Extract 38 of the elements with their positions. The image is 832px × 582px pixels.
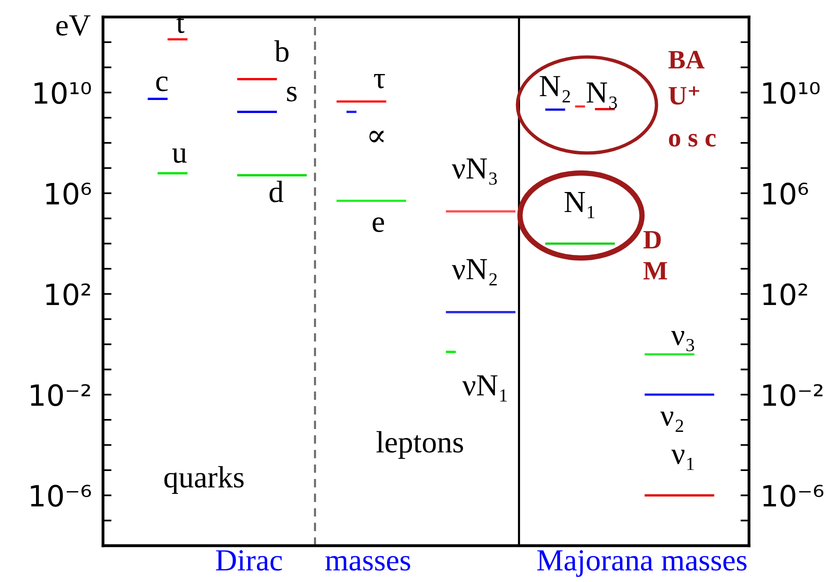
annotation: quarks [164,466,244,494]
series-label: c [156,76,168,92]
series-label: νN₃ [452,158,497,185]
annotation: o s c [669,134,716,147]
y-tick-label: 10⁶ [46,182,91,205]
y-tick-label: 10⁻² [30,384,90,406]
y-tick-label: 10⁻⁶ [30,484,91,507]
annotation: M [643,262,668,280]
series-label: s [287,86,297,102]
y-tick-label: 10¹⁰ [34,82,91,104]
text: eV [56,15,90,36]
text: 10⁻² [763,384,822,406]
series-label: N₂ [540,76,570,102]
text: 10⁻⁶ [763,484,824,507]
annotation: BA [668,50,704,68]
series-label: νN₁ [462,375,507,402]
text: Majorana masses [537,550,747,577]
text: 10² [763,283,808,306]
series-label: u [172,148,187,163]
annotation: leptons [376,431,464,459]
series-label: ν₂ [660,412,684,432]
series-label: d [270,180,284,202]
series-label: N₁ [564,192,594,218]
y-tick-label: 10² [46,283,90,306]
series-label: ν₁ [671,450,694,470]
text: masses [325,556,410,571]
text: Dirac [216,550,282,571]
series-label: νN₂ [452,259,497,286]
text: 10⁶ [763,182,808,205]
series-label: e [372,217,384,232]
series-label: N₃ [586,82,617,109]
series-label: ∝ [369,130,384,142]
text: 10¹⁰ [763,82,820,104]
series-label: ν₃ [671,330,694,352]
annotation: U⁺ [668,86,700,105]
series-label: τ [374,74,385,88]
annotation: D [643,231,661,248]
series-label: b [274,40,289,62]
